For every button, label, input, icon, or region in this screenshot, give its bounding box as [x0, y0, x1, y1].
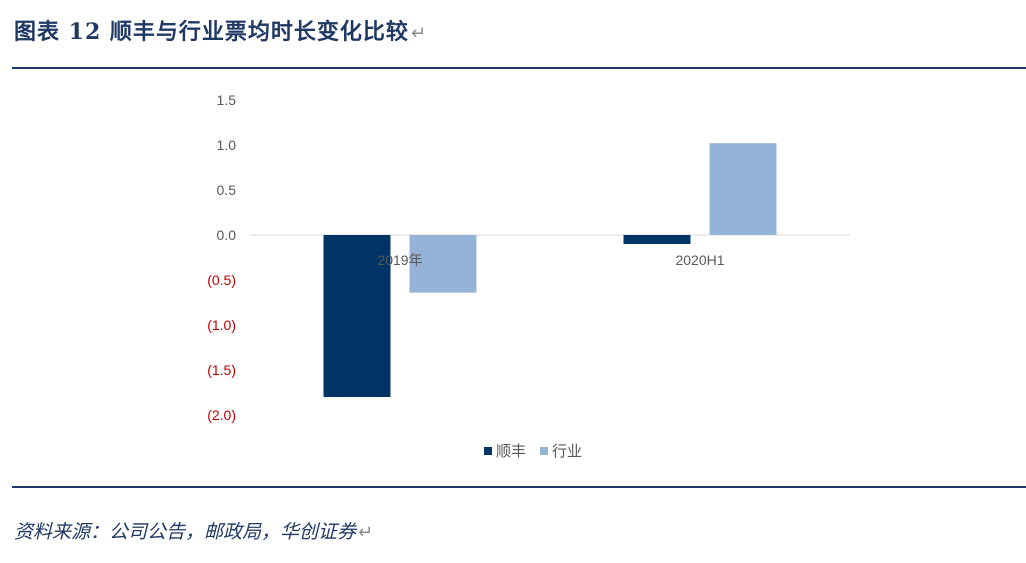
chart-area: 1.5 1.0 0.5 0.0 (0.5) (1.0) (1.5) (2.0) 2019年 202…	[0, 70, 1026, 484]
y-tick-label: 0.5	[217, 182, 237, 198]
figure-title-text: 图表 12 顺丰与行业票均时长变化比较	[14, 19, 409, 45]
y-tick-label: 1.0	[217, 137, 237, 153]
bar-sf-0	[323, 235, 391, 397]
x-category-label: 2020H1	[675, 252, 724, 268]
legend-swatch-sf	[484, 447, 492, 455]
source-note-text: 资料来源：公司公告，邮政局，华创证券	[14, 521, 357, 543]
y-tick-label: (2.0)	[207, 407, 236, 423]
y-tick-label: 1.5	[217, 92, 237, 108]
legend-label-industry: 行业	[552, 443, 582, 460]
paragraph-mark-icon: ↵	[358, 522, 374, 543]
legend-label-sf: 顺丰	[496, 443, 526, 460]
bar-chart: 1.5 1.0 0.5 0.0 (0.5) (1.0) (1.5) (2.0) 2019年 202…	[207, 92, 850, 460]
x-category-label: 2019年	[377, 252, 422, 268]
y-tick-label: 0.0	[217, 227, 237, 243]
y-tick-label: (1.0)	[207, 317, 236, 333]
bar-industry-1	[709, 143, 777, 235]
figure-title: 图表 12 顺丰与行业票均时长变化比较 ↵	[14, 14, 427, 46]
y-tick-label: (0.5)	[207, 272, 236, 288]
legend-swatch-industry	[540, 447, 548, 455]
top-divider	[12, 67, 1026, 69]
y-tick-label: (1.5)	[207, 362, 236, 378]
source-note: 资料来源：公司公告，邮政局，华创证券 ↵	[14, 517, 373, 544]
bar-industry-0	[409, 235, 477, 293]
paragraph-mark-icon: ↵	[410, 23, 428, 44]
bottom-divider	[12, 486, 1026, 488]
bar-sf-1	[623, 235, 691, 244]
